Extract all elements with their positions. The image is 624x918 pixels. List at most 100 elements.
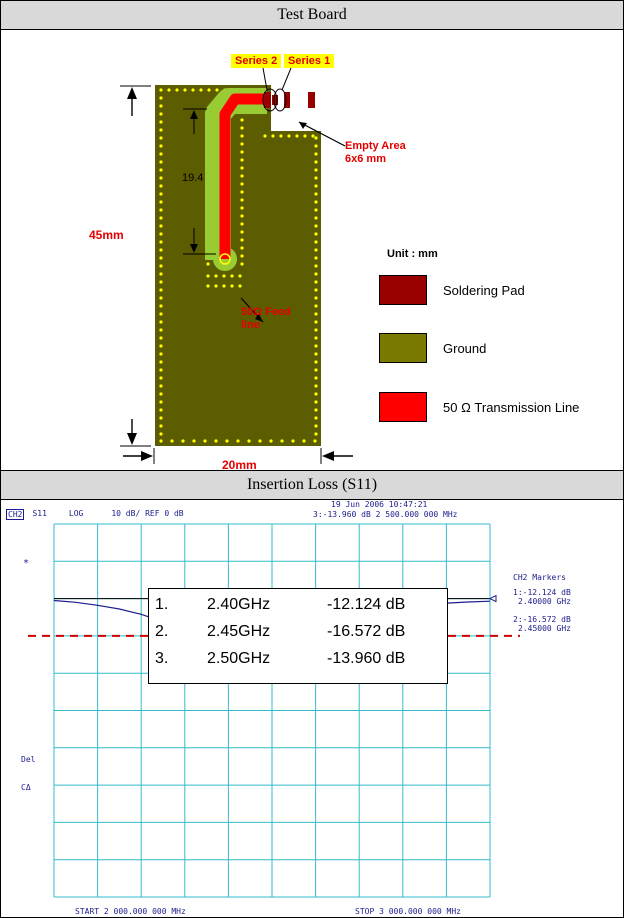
side-markers: CH2 Markers 1:-12.124 dB 2.40000 GHz 2:-… [513,573,571,633]
via-dot [314,256,318,260]
via-dot [314,424,318,428]
marker-row-2: 2. 2.45GHz -16.572 dB [155,623,405,641]
via-dot [314,144,318,148]
via-dot [314,408,318,412]
legend-label: Soldering Pad [443,282,525,298]
start-label: START 2 000.000 000 MHz [75,907,186,916]
via-dot [279,134,283,138]
feed-line-text-1: 50Ω Feed [241,306,291,318]
series1-leader [281,67,292,91]
via-dot [240,142,244,146]
via-dot [314,232,318,236]
test-board-title: Test Board [277,6,347,23]
via-dot [206,262,210,266]
via-dot [167,88,171,92]
via-dot [240,166,244,170]
via-dot [159,112,163,116]
legend-ground: Ground [379,333,486,363]
via-dot [240,254,244,258]
via-dot [159,416,163,420]
test-board-section: Series 2 Series 1 Empty Area 6x6 mm 50Ω … [1,30,623,472]
plot-date: 19 Jun 2006 10:47:21 [331,500,428,509]
via-dot [191,88,195,92]
series2-leader [262,67,268,91]
via-dot [240,230,244,234]
via-dot [159,224,163,228]
series2-pad-b [272,95,278,105]
via-dot [314,416,318,420]
series2-circle [262,88,278,112]
via-dot [214,284,218,288]
via-dot [314,328,318,332]
via-dot [159,264,163,268]
via-dot [314,216,318,220]
via-dot [175,88,179,92]
via-dot [225,439,229,443]
legend-swatch [379,392,427,422]
via-dot [159,336,163,340]
test-board-header: Test Board [1,1,623,30]
test-board-drawing [120,67,353,464]
via-dot [159,368,163,372]
param-label: S11 [32,509,47,518]
via-dot [159,304,163,308]
legend-label: 50 Ω Transmission Line [443,399,580,415]
via-dot [240,214,244,218]
via-dot [314,248,318,252]
legend-soldering-pad: Soldering Pad [379,275,525,305]
transmission-line [219,93,267,259]
marker-index: 2. [155,623,169,640]
legend-swatch [379,275,427,305]
via-dot [314,368,318,372]
via-dot [159,256,163,260]
via-dot [240,246,244,250]
marker-table: 1. 2.40GHz -12.124 dB 2. 2.45GHz -16.572… [148,588,448,684]
via-dot [159,160,163,164]
via-dot [206,274,210,278]
legend-label: Ground [443,340,487,356]
via-dot [159,312,163,316]
stop-label: STOP 3 000.000 000 MHz [355,907,461,916]
series1-circle [273,88,287,112]
via-dot [159,152,163,156]
via-dot [240,198,244,202]
via-dot [159,272,163,276]
via-dot [314,296,318,300]
via-dot [314,272,318,276]
via-dot [159,200,163,204]
via-dot [192,439,196,443]
via-dot [159,384,163,388]
via-dot [314,288,318,292]
via-dot [159,128,163,132]
dim-w-arrow-right [322,451,334,461]
side-marker-2-val: 2:-16.572 dB [513,615,571,624]
via-dot [247,439,251,443]
via-dot [159,296,163,300]
via-dot [314,352,318,356]
via-dot [159,328,163,332]
via-dot [159,240,163,244]
via-dot [314,336,318,340]
via-dot [240,134,244,138]
feed-arrowhead [255,314,263,322]
via-dot [230,284,234,288]
marker-value: -16.572 dB [327,623,406,640]
via-dot [159,184,163,188]
via-dot [159,208,163,212]
via-dot [159,360,163,364]
via-dot [240,222,244,226]
via-dot [159,344,163,348]
ground-board [155,85,321,446]
via-dot [159,320,163,324]
via-dot [314,384,318,388]
via-dot [159,176,163,180]
via-dot [240,262,244,266]
via-dot [199,88,203,92]
empty-area-size: 6x6 mm [345,153,386,165]
via-dot [311,134,315,138]
feed-line-text-2: line [241,319,260,331]
side-marker-2-freq: 2.45000 GHz [518,624,571,633]
empty-area-text: Empty Area [345,140,406,152]
via-dot [240,150,244,154]
via-dot [159,192,163,196]
